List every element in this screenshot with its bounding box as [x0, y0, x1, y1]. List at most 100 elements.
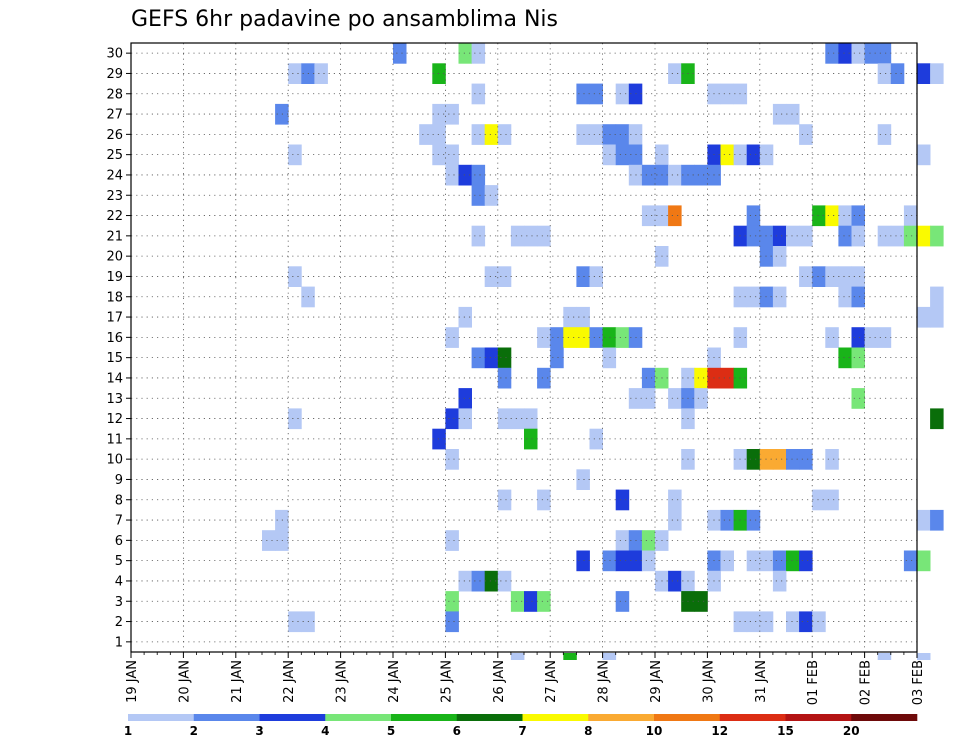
heatmap-cell	[537, 489, 551, 511]
heatmap-cell	[917, 306, 931, 328]
heatmap-cell	[799, 124, 813, 145]
heatmap-cell	[930, 225, 944, 247]
heatmap-cell	[917, 63, 931, 84]
heatmap-cell	[563, 653, 577, 660]
legend-swatch	[391, 714, 458, 721]
heatmap-cell	[772, 286, 787, 308]
y-tick-label: 12	[106, 412, 123, 427]
heatmap-cell	[550, 327, 564, 348]
y-tick-label: 21	[106, 229, 123, 244]
heatmap-cell	[694, 591, 708, 612]
heatmap-cell	[602, 653, 617, 660]
heatmap-cell	[668, 489, 682, 511]
heatmap-cell	[615, 124, 630, 145]
heatmap-cell	[930, 408, 944, 430]
heatmap-cell	[393, 43, 407, 64]
heatmap-cell	[576, 266, 590, 287]
heatmap-cell	[563, 327, 577, 348]
legend-label: 1	[124, 724, 132, 738]
legend-label: 4	[321, 724, 329, 738]
heatmap-cell	[471, 185, 486, 206]
chart-title: GEFS 6hr padavine po ansamblima Nis	[131, 7, 558, 32]
heatmap-cell	[917, 144, 931, 166]
heatmap-cell	[458, 306, 472, 328]
heatmap-cell	[799, 225, 813, 247]
heatmap-cell	[799, 449, 813, 470]
heatmap-cell	[825, 327, 839, 348]
heatmap-cell	[262, 530, 276, 551]
heatmap-cell	[471, 347, 486, 369]
heatmap-cell	[851, 266, 865, 287]
x-tick-label: 31 JAN	[754, 660, 769, 703]
heatmap-cell	[602, 144, 617, 166]
x-tick-label: 30 JAN	[701, 660, 716, 703]
legend-label: 20	[843, 724, 860, 738]
heatmap-cell	[497, 347, 512, 369]
heatmap-cell	[537, 367, 551, 389]
heatmap-cell	[589, 327, 603, 348]
heatmap-cell	[524, 408, 538, 430]
heatmap-cell	[471, 225, 486, 247]
heatmap-cell	[746, 286, 761, 308]
heatmap-cell	[890, 225, 905, 247]
heatmap-cell	[641, 530, 656, 551]
heatmap-cell	[772, 103, 787, 125]
y-tick-label: 11	[106, 432, 123, 447]
x-tick-label: 19 JAN	[125, 660, 140, 703]
legend-swatch	[785, 714, 852, 721]
heatmap-cell	[786, 611, 800, 633]
y-tick-label: 29	[106, 67, 123, 82]
heatmap-cell	[772, 246, 787, 267]
heatmap-cell	[812, 266, 826, 287]
heatmap-cell	[720, 144, 734, 166]
legend-swatch	[588, 714, 655, 721]
heatmap-cell	[288, 266, 302, 287]
legend-label: 15	[777, 724, 794, 738]
heatmap-cell	[458, 408, 472, 430]
heatmap-cell	[903, 225, 918, 247]
heatmap-cell	[746, 449, 761, 470]
heatmap-cell	[550, 347, 564, 369]
heatmap-cell	[458, 388, 472, 409]
y-tick-label: 8	[115, 493, 123, 508]
x-tick-label: 20 JAN	[177, 660, 192, 703]
heatmap-cell	[497, 367, 512, 389]
x-tick-label: 28 JAN	[597, 660, 612, 703]
heatmap-cell	[445, 611, 459, 633]
heatmap-cell	[615, 550, 630, 572]
heatmap-cell	[458, 570, 472, 592]
heatmap-cell	[445, 530, 459, 551]
heatmap-cell	[877, 63, 892, 84]
heatmap-cell	[838, 266, 852, 287]
heatmap-cell	[537, 225, 551, 247]
heatmap-cell	[602, 347, 617, 369]
y-tick-label: 23	[106, 189, 123, 204]
y-tick-label: 7	[115, 514, 123, 529]
heatmap-cell	[445, 103, 459, 125]
y-tick-label: 15	[106, 351, 123, 366]
x-tick-label: 24 JAN	[387, 660, 402, 703]
heatmap-cell	[471, 570, 486, 592]
y-tick-label: 27	[106, 108, 123, 123]
heatmap-cell	[432, 63, 446, 84]
heatmap-cell	[851, 225, 865, 247]
heatmap-cell	[524, 428, 538, 450]
y-tick-label: 24	[106, 168, 123, 183]
color-legend: 1 2 3 4 5 6 7 8 10 12 15 20	[124, 714, 918, 738]
y-tick-label: 10	[106, 453, 123, 468]
heatmap-cell	[419, 124, 433, 145]
heatmap-cell	[471, 83, 486, 105]
heatmap-cell	[602, 550, 617, 572]
heatmap-cell	[484, 124, 499, 145]
heatmap-cell	[524, 225, 538, 247]
y-tick-label: 6	[115, 534, 123, 549]
legend-label: 3	[255, 724, 263, 738]
heatmap-cell	[772, 570, 787, 592]
heatmap-cell	[537, 327, 551, 348]
y-tick-label: 3	[115, 595, 123, 610]
heatmap-cell	[641, 164, 656, 186]
heatmap-cell	[799, 266, 813, 287]
heatmap-cell	[510, 591, 525, 612]
heatmap-cell	[288, 408, 302, 430]
heatmap-cell	[812, 489, 826, 511]
